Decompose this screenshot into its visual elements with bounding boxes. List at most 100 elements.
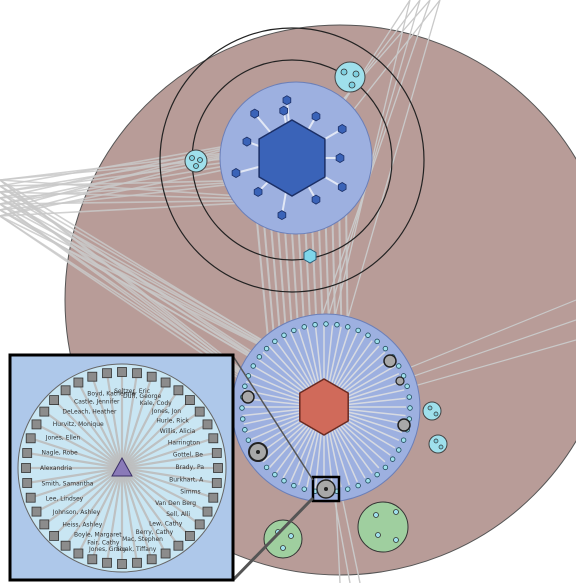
inset-spoke — [27, 451, 123, 470]
inset-spoke — [121, 410, 201, 469]
ring-node — [345, 324, 351, 330]
inset-node-label: Sell, Alli — [166, 511, 190, 518]
edge — [0, 139, 261, 199]
ring-node — [263, 345, 270, 352]
inset-spoke — [91, 376, 124, 469]
inset-node — [213, 463, 223, 473]
selected-node[interactable] — [311, 475, 341, 503]
inset-node-label: Kale, Cody — [140, 400, 172, 407]
inset-node — [132, 557, 142, 568]
ring-node — [400, 437, 407, 443]
ring-node — [323, 321, 329, 327]
inset-ring-nodes — [21, 367, 223, 569]
ring-node — [407, 405, 413, 411]
inset-node — [102, 368, 112, 379]
ring-node — [365, 478, 371, 484]
ring-node — [272, 338, 278, 345]
ring-node — [406, 394, 412, 400]
inset-node-label: Burkhart, A — [169, 476, 204, 483]
inset-spoke — [121, 467, 209, 513]
inset-node — [60, 385, 71, 396]
leaf-cluster-top-right[interactable] — [334, 61, 366, 93]
inset-spoke — [121, 466, 214, 499]
inset-node-label: Jones, Jon — [151, 408, 181, 415]
inset-node — [160, 548, 171, 559]
top-hub-hexagon[interactable] — [258, 119, 326, 197]
inset-node-label: Harrington — [168, 440, 200, 447]
bottom-subcluster-nodes[interactable] — [241, 354, 411, 462]
inset-spoke — [64, 467, 123, 547]
inset-node — [208, 433, 219, 444]
inset-node-label: Seltzer, Eric — [114, 388, 150, 395]
inset-node — [39, 406, 50, 417]
bottom-hub-hexagon[interactable] — [299, 378, 349, 436]
inset-spoke — [121, 467, 167, 555]
edge — [0, 139, 261, 211]
ring-node — [382, 464, 389, 471]
inset-spoke — [121, 451, 217, 470]
leaf-cluster-right[interactable] — [422, 401, 448, 454]
inset-node — [31, 419, 42, 430]
satellite-node — [282, 95, 292, 106]
inset-node — [117, 559, 127, 569]
inset-spoke — [121, 467, 201, 526]
ring-node — [355, 327, 361, 334]
ring-node — [281, 478, 287, 484]
inset-spoke — [35, 467, 123, 513]
inset-spoke — [120, 376, 153, 469]
inset-node-label: Berry, Cathy — [136, 529, 174, 536]
ring-node — [250, 363, 256, 369]
inset-node — [173, 540, 184, 551]
inset-node — [87, 371, 98, 382]
inset-spoke — [121, 467, 191, 537]
inset-node-label: Van Den Berg — [155, 500, 196, 507]
inset-spoke — [27, 466, 123, 485]
ring-node — [396, 363, 402, 369]
edge — [0, 149, 251, 217]
inset-node — [60, 540, 71, 551]
inset-spoke — [121, 423, 209, 469]
satellite-node — [311, 111, 321, 122]
leaf-cluster-left[interactable] — [184, 149, 208, 173]
inset-node — [102, 557, 112, 568]
inset-spoke — [43, 410, 123, 469]
inset-node — [49, 395, 59, 406]
inset-spoke — [105, 467, 124, 563]
ring-node — [312, 322, 318, 328]
inset-spoke — [121, 467, 180, 547]
inset-spoke — [121, 399, 191, 469]
bridge-hexagon-node[interactable] — [303, 248, 317, 264]
green-cluster-right[interactable] — [357, 501, 409, 553]
inset-node-label: Jones, Gracy — [88, 546, 127, 553]
inset-node — [22, 448, 33, 458]
ring-node — [374, 471, 380, 478]
satellite-node — [279, 105, 289, 116]
inset-node — [25, 492, 36, 503]
inset-node — [202, 506, 213, 517]
ring-node — [239, 405, 245, 411]
inset-hub-triangle[interactable] — [111, 456, 133, 477]
inset-spoke — [121, 389, 180, 469]
inset-spoke — [120, 467, 153, 560]
ring-node — [263, 464, 270, 471]
inset-spoke — [53, 467, 123, 537]
inset-node-label: Boyd, Katherine — [87, 391, 135, 398]
inset-node — [211, 478, 222, 488]
inset-node — [146, 371, 157, 382]
green-cluster-left[interactable] — [263, 519, 303, 559]
ring-node — [301, 486, 307, 492]
inset-spoke — [121, 466, 217, 485]
ring-node — [374, 338, 380, 345]
inset-spokes — [26, 372, 218, 564]
inset-node-label: Brady, Pa — [176, 464, 205, 471]
inset-node-label: Nagle, Robe — [42, 450, 79, 457]
inset-node-label: Alexandria — [40, 465, 72, 472]
inset-node-label: Sivak, Tiffany — [116, 546, 157, 553]
inset-node-label: Smith, Samantha — [42, 480, 94, 487]
inset-node-label: Duff, George — [123, 393, 162, 400]
inset-spoke — [77, 381, 123, 469]
inset-node-label: Lew, Cathy — [149, 521, 183, 528]
inset-node — [132, 368, 142, 379]
